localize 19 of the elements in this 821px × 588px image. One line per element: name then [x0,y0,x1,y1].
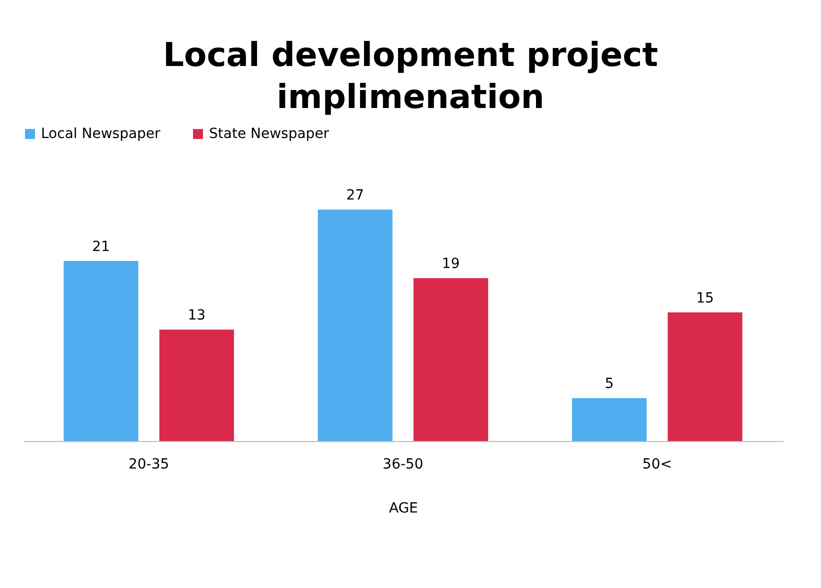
x-tick-label: 36-50 [382,456,424,472]
bar [318,210,392,441]
data-label: 13 [188,308,206,324]
bar [668,312,742,441]
x-tick-label: 50< [642,456,672,472]
x-axis-title: AGE [388,500,418,516]
data-label: 21 [92,239,110,255]
data-label: 5 [604,376,614,392]
data-label: 27 [346,188,364,204]
data-label: 19 [442,256,460,272]
chart-title: Local development project implimenation [162,34,659,118]
legend-label: State Newspaper [209,126,330,142]
bar [64,261,138,441]
bar [159,330,234,441]
bar [572,398,647,441]
data-label: 15 [696,290,714,306]
bar [414,278,488,441]
legend-label: Local Newspaper [41,126,161,142]
x-tick-label: 20-35 [128,456,170,472]
